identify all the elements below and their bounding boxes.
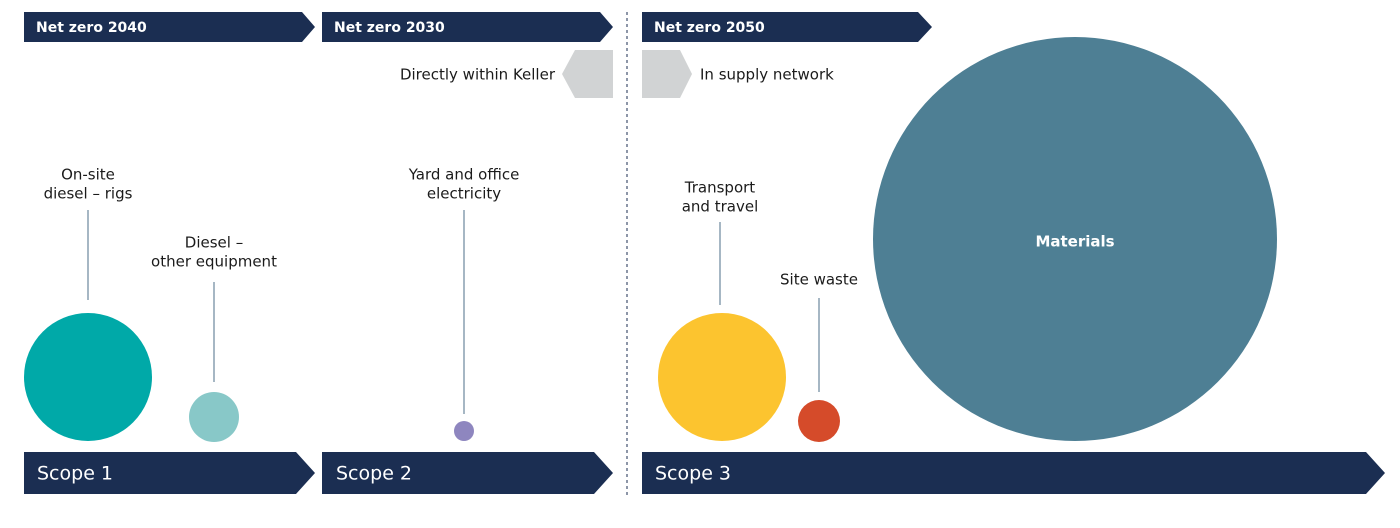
source-circle [454, 421, 474, 441]
source-circle [873, 37, 1277, 441]
target-banner [642, 12, 932, 42]
source-circle [798, 400, 840, 442]
scope-label: Scope 1 [37, 463, 113, 485]
source-label: electricity [427, 185, 501, 203]
scope-banner [642, 452, 1385, 494]
scope-banner [24, 452, 315, 494]
scope-banner [322, 452, 613, 494]
source-circle [24, 313, 152, 441]
source-label: diesel – rigs [44, 185, 133, 203]
scope-label: Scope 2 [336, 463, 412, 485]
target-banner [322, 12, 613, 42]
source-label: and travel [682, 198, 759, 216]
source-label: Transport [684, 179, 756, 197]
source-circle [658, 313, 786, 441]
target-label: Net zero 2030 [334, 20, 445, 36]
source-label: other equipment [151, 253, 277, 271]
direction-label: In supply network [700, 66, 834, 84]
direction-arrow [642, 50, 692, 98]
source-label: Materials [1035, 233, 1114, 251]
source-label: Yard and office [408, 166, 520, 184]
source-circle [189, 392, 239, 442]
target-label: Net zero 2040 [36, 20, 147, 36]
direction-label: Directly within Keller [400, 66, 556, 84]
source-label: Diesel – [185, 234, 243, 252]
source-label: Site waste [780, 271, 858, 289]
target-label: Net zero 2050 [654, 20, 765, 36]
target-banner [24, 12, 315, 42]
source-label: On-site [61, 166, 115, 184]
scope-label: Scope 3 [655, 463, 731, 485]
direction-arrow [562, 50, 613, 98]
